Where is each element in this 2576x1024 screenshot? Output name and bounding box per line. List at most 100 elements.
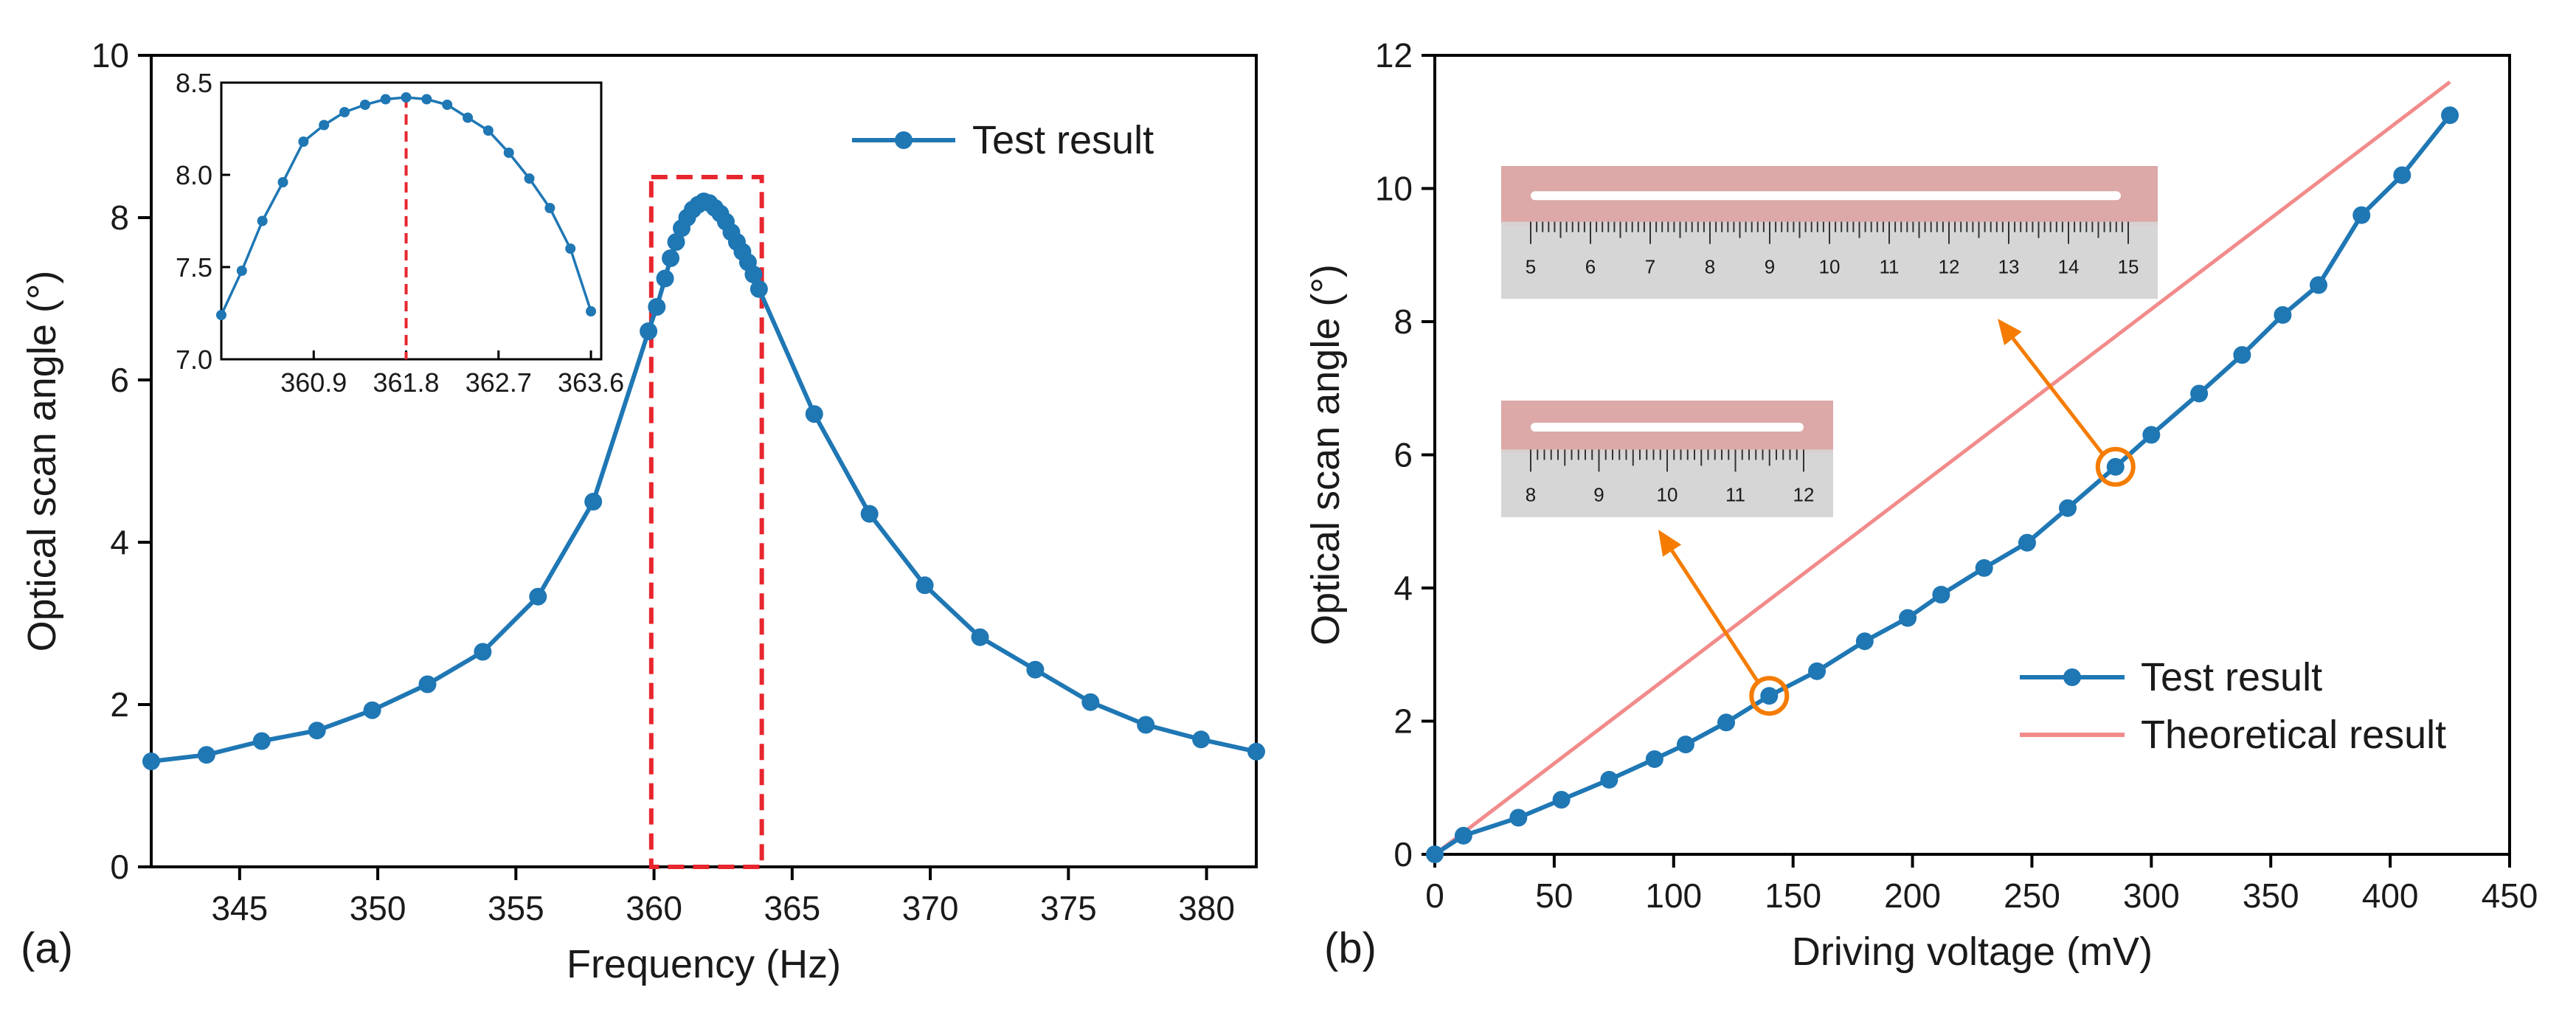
- panel-b-series-point: [1645, 750, 1663, 768]
- panel-a-inset-x-tick-label: 361.8: [373, 367, 439, 398]
- panel-a-inset: 360.9 361.8 362.7 363.6 7.0 7.5 8.0 8.5: [176, 68, 624, 398]
- panel-a-legend-label: Test result: [972, 118, 1154, 162]
- panel-b-x-tick-label: 50: [1535, 876, 1573, 915]
- panel-b-label: (b): [1324, 924, 1377, 972]
- panel-a-series-point: [656, 269, 674, 288]
- panel-b-photo-small-ruler-label: 12: [1793, 483, 1815, 505]
- panel-a-series-point: [142, 753, 160, 770]
- panel-a-inset-x-tick-label: 362.7: [465, 367, 532, 398]
- panel-a-inset-series-point: [463, 112, 474, 123]
- panel-a-inset-series-point: [216, 310, 226, 320]
- panel-b-photo-small-ruler-label: 8: [1526, 483, 1536, 505]
- panel-a-series-point: [1026, 660, 1045, 679]
- panel-b-x-tick-label: 250: [2004, 876, 2060, 915]
- panel-a-x-tick-label: 380: [1178, 889, 1235, 927]
- panel-b-series-point: [1899, 609, 1917, 627]
- panel-b-series-point: [2393, 166, 2411, 184]
- panel-a-inset-series-point: [359, 100, 370, 110]
- panel-a-inset-x-tick-label: 363.6: [558, 367, 624, 398]
- panel-a-inset-series-point: [339, 107, 350, 117]
- panel-b-photo-large-ruler-label: 8: [1705, 256, 1715, 278]
- panel-b-x-tick-label: 450: [2482, 876, 2538, 915]
- panel-a-label: (a): [21, 924, 73, 972]
- panel-b-series-point: [1600, 770, 1618, 789]
- panel-a-series-point: [667, 233, 685, 251]
- panel-b-x-tick-label: 0: [1425, 876, 1444, 915]
- panel-a-series-point: [1247, 742, 1265, 761]
- panel-a-y-tick-label: 8: [110, 198, 129, 237]
- panel-a-y-tick-label: 0: [110, 848, 129, 886]
- panel-a-y-tick-label: 4: [110, 523, 129, 561]
- panel-b-x-tick-label: 100: [1645, 876, 1702, 915]
- panel-b-y-axis-label: Optical scan angle (°): [1303, 264, 1348, 646]
- panel-a-inset-series-point: [319, 120, 330, 131]
- panel-a-inset-y-tick-label: 8.5: [176, 68, 212, 98]
- panel-a-x-tick-label: 350: [350, 889, 406, 927]
- panel-a-inset-y-tick-label: 8.0: [176, 160, 212, 190]
- panel-a-series-point: [1137, 716, 1155, 734]
- panel-a-series-point: [749, 280, 768, 298]
- panel-b-photo-large-ruler-label: 6: [1585, 256, 1596, 278]
- panel-b-photo-large-ruler-label: 11: [1880, 256, 1900, 278]
- panel-a-series-point: [860, 505, 879, 523]
- panel-b-photo-large-ruler-label: 13: [1998, 256, 2020, 278]
- panel-b-series-point: [1454, 826, 1472, 845]
- panel-b-photo-large-ruler-label: 7: [1645, 256, 1655, 278]
- panel-b-photo-large-ruler-label: 12: [1939, 256, 1960, 278]
- panel-a-series-point: [308, 722, 326, 740]
- panel-a-inset-series-point: [442, 100, 453, 110]
- panel-a-inset-series-point: [524, 173, 535, 184]
- panel-a-inset-series-point: [565, 243, 576, 254]
- panel-b-series-point: [2059, 499, 2077, 517]
- panel-b-photo-large-ruler-label: 14: [2058, 256, 2080, 278]
- panel-a-inset-series-point: [503, 148, 514, 158]
- panel-b-x-tick-label: 350: [2243, 876, 2299, 915]
- panel-b-photo-small: 8 9 10 11 12: [1501, 401, 1833, 517]
- panel-a-inset-series-point: [421, 94, 432, 105]
- panel-a-series-point: [584, 493, 603, 511]
- panel-b-arrow-large-head: [1998, 319, 2022, 346]
- panel-b-y-tick-label: 2: [1393, 702, 1413, 741]
- panel-b-series-point: [2274, 305, 2292, 324]
- panel-b-highlight-circle: [2095, 446, 2136, 487]
- panel-b-series-point: [1426, 845, 1444, 863]
- panel-b-x-tick-label: 200: [1884, 876, 1941, 915]
- panel-b-photo-small-laser-line: [1531, 423, 1804, 432]
- panel-b-x-tick-label: 150: [1765, 876, 1821, 915]
- panel-b-y-tick-label: 8: [1393, 302, 1413, 341]
- panel-b-series-point: [1808, 662, 1827, 680]
- panel-a-series-point: [648, 298, 666, 316]
- panel-b-photo-large-ruler-label: 5: [1526, 256, 1536, 278]
- panel-b-series-point: [2309, 276, 2327, 294]
- panel-a-legend-marker: [895, 131, 913, 149]
- panel-b-series-point: [2233, 346, 2251, 364]
- panel-b-y-tick-label: 12: [1375, 36, 1413, 75]
- panel-b-legend-marker: [2063, 668, 2081, 686]
- panel-a-x-tick-label: 360: [626, 889, 682, 927]
- panel-a-x-tick-label: 375: [1040, 889, 1097, 927]
- panel-b-series-point: [2441, 106, 2459, 125]
- panel-a-x-tick-label: 355: [488, 889, 544, 927]
- panel-b-series-point: [2106, 457, 2125, 476]
- panel-a-inset-y-tick-label: 7.5: [176, 252, 212, 283]
- panel-a-x-tick-label: 365: [764, 889, 820, 927]
- panel-a-x-axis-label: Frequency (Hz): [567, 942, 841, 986]
- panel-b-x-tick-label: 400: [2362, 876, 2419, 915]
- panel-b-photo-small-ruler-label: 11: [1725, 483, 1745, 505]
- panel-b-series-point: [1552, 790, 1571, 809]
- panel-b-series-point: [1932, 586, 1950, 604]
- panel-b-photo-large-laser-line: [1531, 191, 2121, 201]
- panel-a-inset-series-point: [277, 177, 288, 187]
- panel-b-legend-label: Theoretical result: [2141, 713, 2446, 757]
- panel-a-inset-frame: [220, 81, 603, 361]
- panel-a-series-point: [529, 587, 547, 606]
- panel-a-series-point: [252, 732, 271, 750]
- panel-b-legend: Test result Theoretical result: [2020, 655, 2446, 757]
- panel-a-series-point: [197, 746, 215, 764]
- panel-a-highlight-box: [648, 175, 764, 869]
- panel-b-series-point: [1676, 736, 1694, 754]
- panel-a-chart: 345 350 355 360 365 370 375 380 0 2 4 6 8 10 Frequency…: [20, 36, 1265, 986]
- panel-b-series-point: [2352, 206, 2371, 224]
- panel-a-inset-x-tick-label: 360.9: [280, 367, 347, 398]
